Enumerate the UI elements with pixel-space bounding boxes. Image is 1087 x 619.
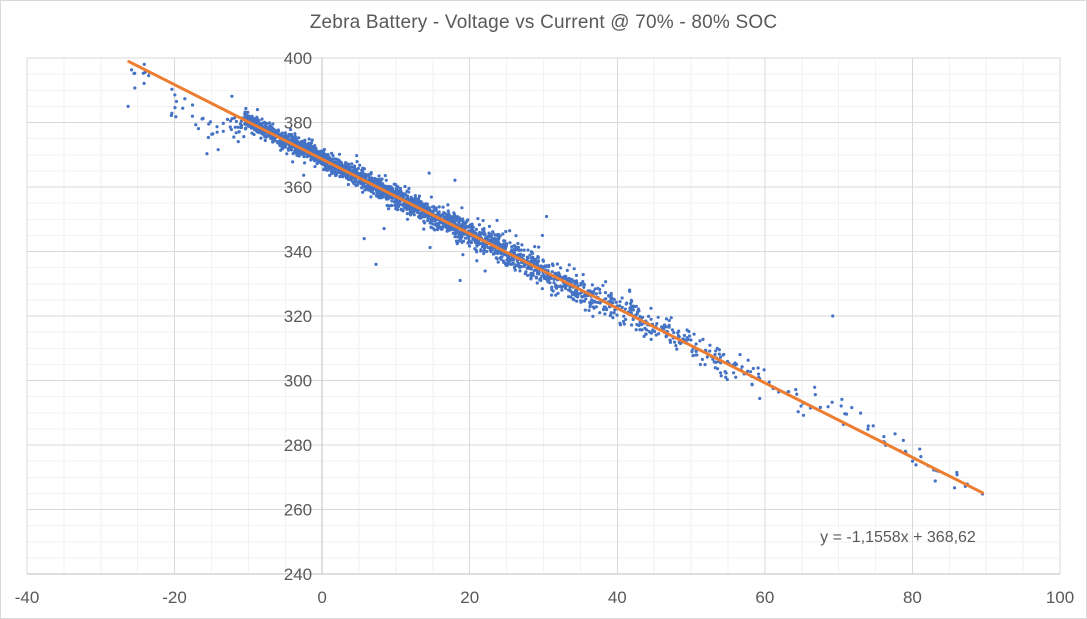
x-axis-tick-label: 100 bbox=[1046, 588, 1074, 607]
x-axis-tick-label: 40 bbox=[608, 588, 627, 607]
y-axis-tick-label: 300 bbox=[284, 372, 312, 391]
x-axis-tick-label: 80 bbox=[903, 588, 922, 607]
chart-title: Zebra Battery - Voltage vs Current @ 70%… bbox=[309, 12, 778, 33]
y-axis-tick-label: 380 bbox=[284, 114, 312, 133]
y-axis-tick-label: 280 bbox=[284, 436, 312, 455]
x-axis-tick-label: 20 bbox=[460, 588, 479, 607]
tick-labels: -40 -20 0 20 40 60 80 100 240 260 280 300 320 340 360 3… bbox=[15, 49, 1074, 607]
x-axis-tick-label: 60 bbox=[755, 588, 774, 607]
y-axis-tick-label: 240 bbox=[284, 565, 312, 584]
y-axis-tick-label: 340 bbox=[284, 243, 312, 262]
y-axis-tick-label: 360 bbox=[284, 178, 312, 197]
x-axis-tick-label: -40 bbox=[15, 588, 40, 607]
trendline bbox=[127, 60, 985, 495]
y-axis-tick-label: 260 bbox=[284, 501, 312, 520]
y-axis-tick-label: 400 bbox=[284, 49, 312, 68]
x-axis-tick-label: -20 bbox=[162, 588, 187, 607]
scatter-series bbox=[126, 62, 985, 496]
trendline-equation-label: y = -1,1558x + 368,62 bbox=[820, 529, 976, 546]
y-axis-tick-label: 320 bbox=[284, 307, 312, 326]
axis-lines bbox=[27, 58, 1060, 575]
x-axis-tick-label: 0 bbox=[317, 588, 326, 607]
